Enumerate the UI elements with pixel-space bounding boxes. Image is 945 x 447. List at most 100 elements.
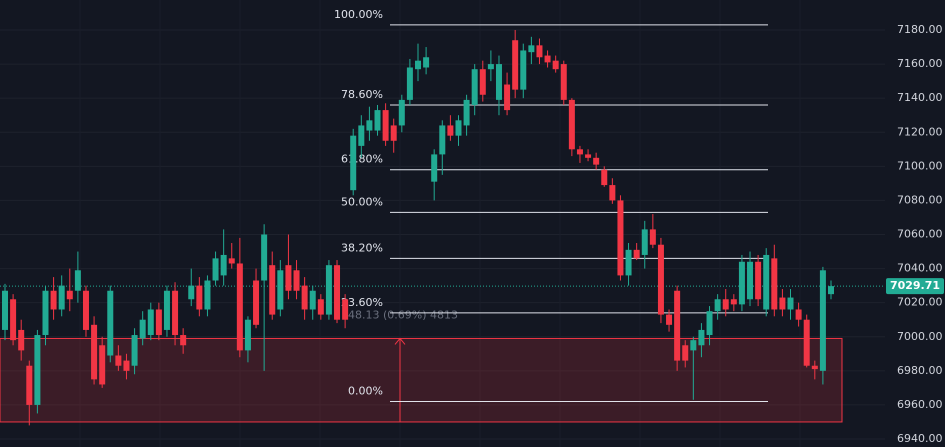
candle-body — [342, 299, 349, 320]
candle-body — [560, 64, 567, 100]
candle-body — [309, 290, 316, 310]
candle-body — [139, 319, 146, 339]
price-axis: 7180.00 7160.00 7140.00 7120.00 7100.00 7080.… — [886, 23, 944, 445]
candle-body — [625, 249, 632, 276]
candle-body — [666, 314, 673, 325]
candle-body — [301, 285, 308, 310]
candle-body — [188, 285, 195, 300]
candle-body — [585, 154, 592, 158]
last-price-tag — [886, 278, 944, 295]
candle-body — [755, 261, 762, 300]
fib-label: 50.00% — [341, 195, 383, 208]
candle-body — [334, 265, 341, 320]
candle-body — [228, 258, 235, 264]
candle-body — [706, 311, 713, 336]
candle-body — [115, 355, 122, 366]
candle-body — [698, 329, 705, 346]
measure-label: 48.13 (0.69%) 4813 — [348, 308, 458, 321]
measure-arrowhead — [394, 337, 406, 345]
candle-body — [828, 286, 834, 295]
candle-body — [293, 270, 300, 291]
candle-body — [350, 135, 357, 191]
y-tick-label: 7000.00 — [897, 330, 943, 343]
y-tick-label: 6980.00 — [897, 364, 943, 377]
y-tick-label: 7120.00 — [897, 125, 943, 138]
y-tick-label: 7140.00 — [897, 91, 943, 104]
candle-body — [730, 299, 737, 305]
measure-range — [0, 337, 843, 423]
candle-body — [26, 365, 33, 405]
candle-body — [398, 99, 405, 126]
candle-body — [423, 57, 430, 68]
candle-body — [576, 149, 583, 155]
candle-body — [568, 99, 575, 150]
candle-body — [811, 365, 818, 370]
candle-body — [358, 125, 365, 146]
candle-body — [42, 290, 49, 336]
candle-body — [74, 270, 81, 291]
candle-body — [10, 299, 17, 341]
candle-body — [609, 185, 616, 201]
candle-body — [779, 297, 786, 310]
candle-body — [520, 50, 527, 90]
y-tick-label: 6940.00 — [897, 432, 943, 445]
candle-body — [147, 309, 154, 336]
candle-body — [617, 200, 624, 276]
candle-body — [552, 60, 559, 70]
candle-body — [269, 265, 276, 315]
candle-body — [471, 69, 478, 105]
candle-body — [82, 290, 89, 330]
candle-body — [657, 244, 664, 315]
candle-body — [528, 45, 535, 53]
candle-body — [123, 360, 130, 371]
candle-body — [819, 270, 826, 371]
candle-body — [641, 229, 648, 255]
candle-body — [406, 67, 413, 100]
candle-body — [220, 254, 227, 276]
candle-body — [455, 120, 462, 136]
last-price-label: 7029.71 — [890, 279, 940, 292]
candle-body — [390, 125, 397, 141]
candle-body — [366, 120, 373, 131]
y-tick-label: 7180.00 — [897, 23, 943, 36]
candle-body — [771, 258, 778, 310]
candle-body — [601, 169, 608, 186]
candle-body — [107, 290, 114, 356]
fib-label: 78.60% — [341, 88, 383, 101]
candle-body — [690, 340, 697, 351]
candle-body — [674, 290, 681, 361]
y-tick-label: 7040.00 — [897, 262, 943, 275]
candle-body — [91, 324, 98, 380]
candle-body — [163, 290, 170, 330]
candle-body — [795, 309, 802, 320]
candles — [0, 30, 885, 426]
y-tick-label: 7100.00 — [897, 159, 943, 172]
candle-body — [2, 290, 8, 330]
candle-body — [479, 69, 486, 95]
candle-body — [382, 110, 389, 141]
candle-body — [714, 299, 721, 312]
candle-body — [431, 154, 438, 182]
y-tick-label: 6960.00 — [897, 398, 943, 411]
candle-body — [285, 265, 292, 291]
candle-body — [722, 299, 729, 310]
candle-body — [253, 280, 260, 325]
candle-body — [172, 290, 179, 336]
candle-body — [504, 84, 511, 111]
candle-body — [99, 345, 106, 385]
candle-body — [763, 254, 770, 310]
fib-label: 61.80% — [341, 153, 383, 166]
candle-body — [18, 329, 25, 351]
candle-body — [439, 125, 446, 155]
candle-body — [544, 55, 551, 63]
candle-body — [593, 157, 600, 165]
candle-body — [66, 290, 73, 300]
candle-body — [196, 285, 203, 310]
candle-body — [155, 309, 162, 336]
candle-body — [131, 335, 138, 366]
candle-body — [649, 229, 656, 245]
candle-body — [682, 345, 689, 361]
candle-body — [787, 297, 794, 310]
candle-body — [50, 290, 57, 310]
